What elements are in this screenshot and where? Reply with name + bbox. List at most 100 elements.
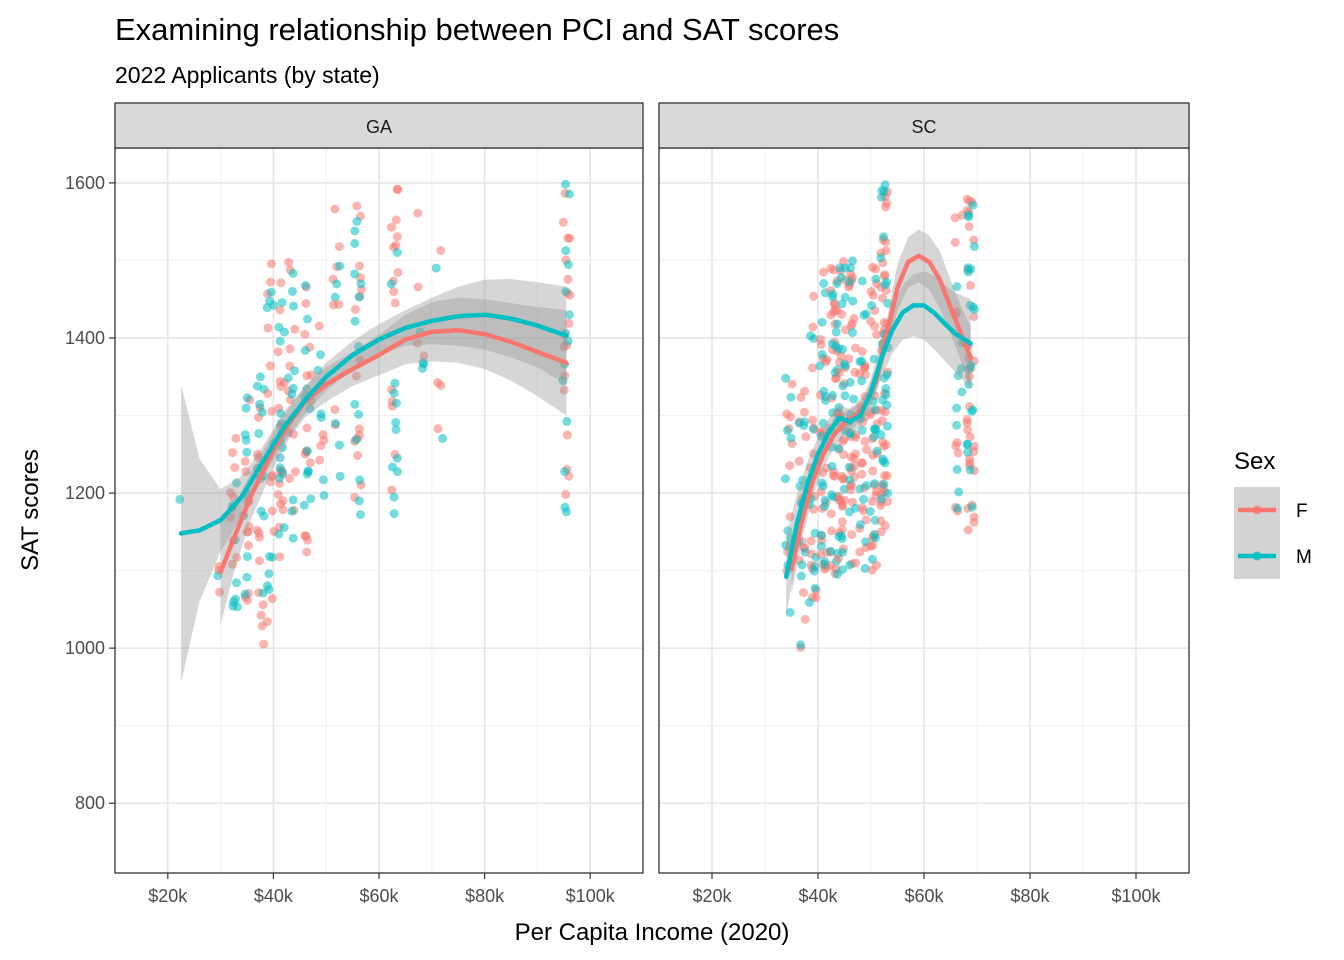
data-point-m <box>827 490 837 500</box>
data-point-f <box>433 424 443 434</box>
data-point-m <box>804 597 814 607</box>
data-point-f <box>314 321 324 331</box>
data-point-m <box>870 405 880 415</box>
data-point-f <box>266 259 276 269</box>
data-point-m <box>815 361 825 371</box>
y-axis-label: SAT scores <box>17 449 44 571</box>
data-point-m <box>352 217 362 226</box>
data-point-f <box>267 506 277 516</box>
data-point-f <box>855 547 865 557</box>
y-tick-label: 1600 <box>65 173 105 193</box>
data-point-m <box>241 435 251 445</box>
data-point-f <box>950 237 960 247</box>
data-point-f <box>243 541 253 550</box>
data-point-f <box>844 354 854 364</box>
data-point-f <box>794 456 804 466</box>
data-point-m <box>351 435 361 445</box>
data-point-m <box>316 350 325 360</box>
data-point-m <box>275 453 285 463</box>
data-point-f <box>837 517 847 527</box>
data-point-m <box>274 322 284 332</box>
data-point-f <box>876 501 886 511</box>
data-point-f <box>846 321 856 331</box>
data-point-m <box>849 394 859 404</box>
legend-label: M <box>1296 547 1312 568</box>
data-point-m <box>799 421 809 431</box>
data-point-m <box>287 389 297 399</box>
data-point-m <box>781 540 791 550</box>
data-point-m <box>392 248 402 258</box>
data-point-m <box>255 399 265 409</box>
data-point-m <box>240 589 250 599</box>
x-tick-label: $40k <box>798 886 838 906</box>
data-point-m <box>952 403 962 413</box>
data-point-f <box>259 639 269 649</box>
data-point-f <box>300 329 310 339</box>
data-point-m <box>868 396 878 406</box>
data-point-f <box>782 409 792 419</box>
data-point-f <box>808 322 818 332</box>
facet-strip <box>658 102 1190 149</box>
data-point-f <box>826 509 836 519</box>
points <box>780 180 979 653</box>
facet-ga: GA $20k $40k $60k $80k $100k 800 1000 1200 1400 16… <box>65 102 644 906</box>
data-point-m <box>963 447 973 457</box>
data-point-m <box>855 520 865 530</box>
data-point-f <box>872 330 881 339</box>
data-point-m <box>288 495 298 505</box>
facet-sc: SC $20k $40k $60k $80k $100k <box>658 102 1190 906</box>
data-point-m <box>848 256 857 266</box>
data-point-m <box>848 296 858 306</box>
data-point-f <box>799 588 808 598</box>
data-point-f <box>276 278 286 288</box>
data-point-f <box>256 610 266 620</box>
data-point-f <box>262 617 272 627</box>
data-point-f <box>253 452 263 462</box>
data-point-m <box>968 405 978 415</box>
data-point-f <box>389 287 399 297</box>
data-point-m <box>264 569 274 579</box>
data-point-f <box>969 312 979 322</box>
data-point-m <box>834 444 844 453</box>
data-point-m <box>229 597 239 607</box>
data-point-f <box>857 503 867 512</box>
data-point-m <box>350 316 360 326</box>
data-point-m <box>957 387 967 397</box>
data-point-m <box>836 272 846 282</box>
data-point-m <box>431 263 441 273</box>
data-point-m <box>952 420 962 430</box>
data-point-f <box>964 372 974 382</box>
legend-key-point <box>1252 551 1262 561</box>
data-point-m <box>827 461 837 471</box>
data-point-f <box>273 490 283 499</box>
data-point-m <box>781 373 791 383</box>
data-point-m <box>303 466 313 476</box>
y-axis: 800 1000 1200 1400 1600 <box>65 173 115 813</box>
data-point-f <box>215 587 225 597</box>
data-point-m <box>303 314 312 324</box>
data-point-f <box>334 300 344 309</box>
data-point-m <box>265 552 274 562</box>
data-point-m <box>256 506 266 516</box>
data-point-f <box>963 425 973 435</box>
data-point-m <box>857 276 867 286</box>
data-point-f <box>801 432 811 442</box>
data-point-f <box>857 458 867 468</box>
data-point-f <box>965 280 975 290</box>
data-point-f <box>827 526 836 536</box>
data-point-m <box>883 298 893 308</box>
data-point-f <box>867 497 877 506</box>
data-point-m <box>306 494 316 504</box>
data-point-m <box>354 292 364 302</box>
smooth-layer <box>178 279 569 683</box>
data-point-m <box>255 372 265 382</box>
data-point-m <box>391 425 401 435</box>
data-point-f <box>816 549 826 559</box>
data-point-m <box>560 467 570 476</box>
data-point-f <box>953 448 963 458</box>
data-point-f <box>839 450 849 460</box>
data-point-m <box>967 502 977 512</box>
chart-subtitle: 2022 Applicants (by state) <box>115 62 380 88</box>
data-point-f <box>413 338 423 348</box>
